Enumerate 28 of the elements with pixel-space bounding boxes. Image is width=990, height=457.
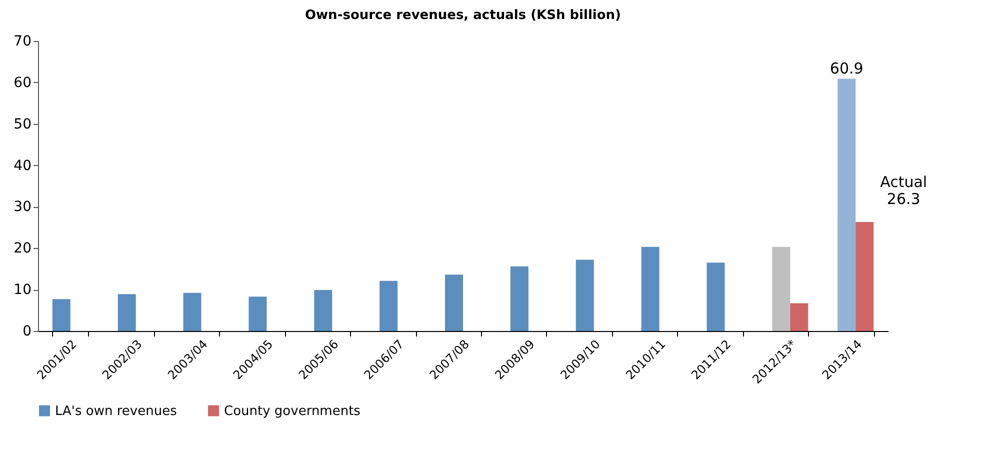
bar	[856, 222, 874, 331]
bar	[510, 266, 528, 331]
bar	[772, 246, 790, 331]
chart-title: Own-source revenues, actuals (KSh billion)	[305, 8, 621, 23]
y-tick-label: 0	[22, 324, 32, 340]
bar	[838, 78, 856, 331]
legend-label: LA's own revenues	[55, 404, 178, 419]
bar	[183, 292, 202, 331]
y-tick-label: 70	[14, 34, 32, 50]
bar	[118, 294, 136, 331]
y-tick-label: 50	[14, 116, 32, 132]
bar	[314, 290, 332, 331]
bar	[706, 262, 725, 331]
bar	[248, 296, 267, 331]
y-tick-label: 20	[14, 240, 32, 257]
bar	[790, 303, 808, 331]
legend-label: County governments	[224, 404, 361, 419]
annotation: Actual 26.3	[880, 173, 928, 208]
y-tick-label: 10	[14, 282, 32, 298]
bar	[445, 274, 463, 331]
y-tick-label: 60	[14, 74, 32, 91]
y-tick-label: 40	[14, 158, 32, 174]
y-tick-label: 30	[14, 199, 32, 216]
bar	[576, 260, 594, 331]
data-label: 60.9	[830, 60, 864, 78]
bar	[641, 246, 660, 331]
bar	[380, 280, 398, 331]
bar	[52, 299, 70, 331]
